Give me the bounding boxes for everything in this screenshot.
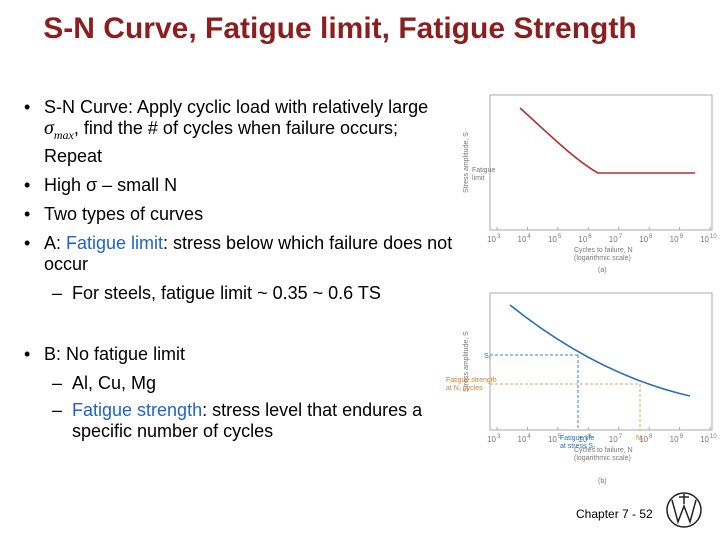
x-axis-label: (logarithmic scale): [574, 455, 631, 462]
x-tick-exponent: 4: [527, 434, 531, 440]
bullet-marker: –: [52, 373, 63, 393]
bullet-marker: •: [24, 344, 31, 364]
s-label: S₁: [484, 353, 492, 360]
bullet-item: – Fatigue strength: stress level that end…: [24, 400, 454, 442]
bullet-text: A:: [44, 233, 67, 253]
x-tick-exponent: 3: [497, 234, 501, 240]
bullet-item: • B: No fatigue limit: [24, 344, 454, 365]
bullet-marker: •: [24, 175, 31, 195]
bullet-text: B: No fatigue limit: [44, 344, 186, 364]
x-tick-label: 10: [578, 435, 587, 444]
x-tick-label: 10: [487, 435, 496, 444]
y-axis-label: Stress amplitude, S: [463, 331, 470, 392]
page-number: 52: [639, 507, 653, 521]
x-tick-exponent: 5: [558, 234, 562, 240]
bullet-item: • High σ – small N: [24, 175, 454, 196]
bullet-marker: •: [24, 204, 31, 224]
x-tick-label: 10: [670, 235, 679, 244]
bullet-item: • S-N Curve: Apply cyclic load with relat…: [24, 97, 454, 167]
bullet-list: • S-N Curve: Apply cyclic load with relat…: [24, 97, 454, 448]
logo: [666, 492, 702, 528]
y-axis-label: Stress amplitude, S: [463, 132, 470, 193]
x-tick-exponent: 5: [558, 434, 562, 440]
x-tick-label: 10: [578, 235, 587, 244]
bullet-marker: –: [52, 283, 63, 303]
x-tick-exponent: 4: [527, 234, 531, 240]
annotation: Fatigue: [472, 167, 495, 174]
bullet-marker: •: [24, 97, 31, 117]
x-axis-label: Cycles to failure, N: [574, 447, 633, 454]
bullet-text: S-N Curve: Apply cyclic load with relati…: [44, 97, 429, 117]
sn-curve: [509, 304, 691, 397]
plot-frame: [489, 94, 713, 231]
x-tick-label: 10: [609, 435, 618, 444]
x-tick-exponent: 10: [710, 434, 717, 440]
x-tick-exponent: 9: [680, 234, 684, 240]
x-axis-label: (logarithmic scale): [574, 255, 631, 262]
x-tick-label: 10: [639, 435, 648, 444]
bullet-item: – For steels, fatigue limit ~ 0.35 ~ 0.6 …: [24, 283, 454, 304]
x-tick-exponent: 9: [680, 434, 684, 440]
x-tick-label: 10: [548, 435, 557, 444]
bullet-item: • A: Fatigue limit: stress below which fa…: [24, 233, 454, 275]
x-tick-label: 10: [518, 435, 527, 444]
bullet-text: : stress level that endures a specific n…: [72, 400, 423, 441]
plot-frame: [489, 292, 713, 431]
x-tick-exponent: 7: [619, 434, 623, 440]
bullet-marker: •: [24, 233, 31, 253]
x-tick-exponent: 8: [649, 434, 653, 440]
bullet-item: • Two types of curves: [24, 204, 454, 225]
bullet-text: Al, Cu, Mg: [72, 373, 157, 393]
x-tick-exponent: 10: [710, 234, 717, 240]
x-tick-exponent: 7: [619, 234, 623, 240]
x-tick-label: 10: [548, 235, 557, 244]
bullet-text: High σ – small N: [44, 175, 178, 195]
panel-caption: (a): [598, 267, 607, 274]
highlight-text: Fatigue limit: [66, 233, 164, 253]
x-tick-exponent: 3: [497, 434, 501, 440]
x-axis-label: Cycles to failure, N: [574, 247, 633, 254]
annotation: limit: [472, 175, 484, 182]
bullet-text: : stress below which failure does not oc…: [44, 233, 453, 274]
bullet-text: , find the # of cycles when failure occu…: [44, 118, 399, 166]
x-tick-label: 10: [700, 435, 709, 444]
x-tick-exponent: 6: [588, 234, 592, 240]
bullet-text: For steels, fatigue limit ~ 0.35 ~ 0.6 T…: [72, 283, 381, 303]
x-tick-label: 10: [518, 235, 527, 244]
annotation: Fatigue strength: [446, 377, 497, 384]
sn-curve: [519, 107, 695, 174]
slide-title: S-N Curve, Fatigue limit, Fatigue Streng…: [43, 12, 637, 45]
chapter-label: Chapter 7 -: [576, 507, 640, 521]
math-subscript: max: [53, 128, 74, 142]
x-tick-exponent: 8: [649, 234, 653, 240]
annotation: at stress S₁: [560, 443, 596, 450]
x-tick-exponent: 6: [588, 434, 592, 440]
bullet-text: Two types of curves: [44, 204, 204, 224]
annotation: Fatigue life: [560, 435, 594, 442]
panel-caption: (b): [598, 478, 607, 485]
x-tick-label: 10: [700, 235, 709, 244]
annotation: at N₁ cycles: [446, 385, 483, 392]
x-tick-label: 10: [609, 235, 618, 244]
n-label: N₁: [636, 435, 644, 442]
highlight-text: Fatigue strength: [72, 400, 203, 420]
bullet-item: – Al, Cu, Mg: [24, 373, 454, 394]
math-symbol: σ: [44, 117, 54, 139]
x-tick-label: 10: [487, 235, 496, 244]
x-tick-label: 10: [639, 235, 648, 244]
footer: Chapter 7 - 52: [576, 507, 653, 521]
bullet-marker: –: [52, 400, 63, 420]
x-tick-label: 10: [670, 435, 679, 444]
math: σmax: [44, 117, 74, 143]
